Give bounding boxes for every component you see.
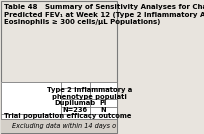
Bar <box>1 119 118 133</box>
Text: N: N <box>101 107 106 113</box>
Text: Trial population efficacy outcome: Trial population efficacy outcome <box>3 113 131 119</box>
Text: Excluding data within 14 days o: Excluding data within 14 days o <box>12 123 116 129</box>
Text: Dupilumab: Dupilumab <box>55 100 96 106</box>
Text: Type 2 inflammatory a
phenotype populati: Type 2 inflammatory a phenotype populati <box>47 87 132 100</box>
Bar <box>1 82 118 119</box>
Text: Table 48   Summary of Sensitivity Analyses for Change Fror
Predicted FEV₁ at Wee: Table 48 Summary of Sensitivity Analyses… <box>3 4 204 25</box>
Bar <box>1 82 118 119</box>
Text: Pl: Pl <box>100 100 107 106</box>
Text: N=236: N=236 <box>63 107 88 113</box>
